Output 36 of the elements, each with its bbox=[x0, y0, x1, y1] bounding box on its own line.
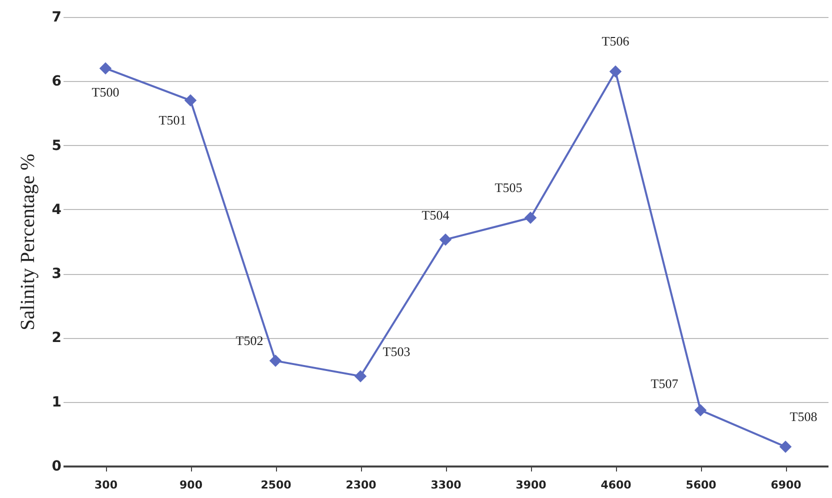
y-tick-label: 0 bbox=[52, 458, 62, 474]
annotation: T503 bbox=[382, 344, 410, 360]
point bbox=[779, 440, 792, 453]
x-tick-label: 900 bbox=[180, 478, 203, 492]
x-tick-label: 4600 bbox=[600, 478, 632, 492]
x-tick-label: 6900 bbox=[770, 478, 802, 492]
annotation: T501 bbox=[158, 112, 186, 128]
point bbox=[439, 233, 452, 246]
point bbox=[694, 404, 707, 416]
x-tick-label: 300 bbox=[94, 478, 118, 492]
point bbox=[354, 370, 367, 382]
y-tick-label: 5 bbox=[52, 138, 62, 154]
point bbox=[524, 212, 537, 224]
annotation: T504 bbox=[422, 208, 450, 223]
x-tick-label: 5600 bbox=[686, 478, 717, 492]
y-tick-label: 4 bbox=[52, 202, 62, 218]
x-tick-label: 2300 bbox=[346, 478, 377, 492]
annotation: T500 bbox=[92, 84, 120, 100]
point bbox=[184, 94, 197, 107]
x-tick-label: 2500 bbox=[260, 478, 292, 492]
annotation: T506 bbox=[602, 34, 630, 49]
y-tick-label: 7 bbox=[52, 10, 62, 26]
x-tick-label: 3900 bbox=[516, 478, 547, 492]
y-tick-label: 6 bbox=[52, 74, 62, 90]
y-tick-label: 3 bbox=[52, 266, 62, 282]
annotation: T505 bbox=[494, 180, 522, 195]
y-tick-label: 2 bbox=[52, 330, 62, 346]
y-tick-label: 1 bbox=[52, 394, 62, 410]
annotation: T502 bbox=[236, 332, 264, 348]
point bbox=[609, 65, 622, 78]
point bbox=[99, 62, 112, 74]
annotation: T507 bbox=[650, 376, 679, 392]
y-axis-title: Salinity Percentage % bbox=[16, 154, 39, 330]
annotation: T508 bbox=[790, 408, 818, 424]
x-tick-label: 3300 bbox=[430, 478, 462, 492]
point bbox=[269, 354, 282, 367]
